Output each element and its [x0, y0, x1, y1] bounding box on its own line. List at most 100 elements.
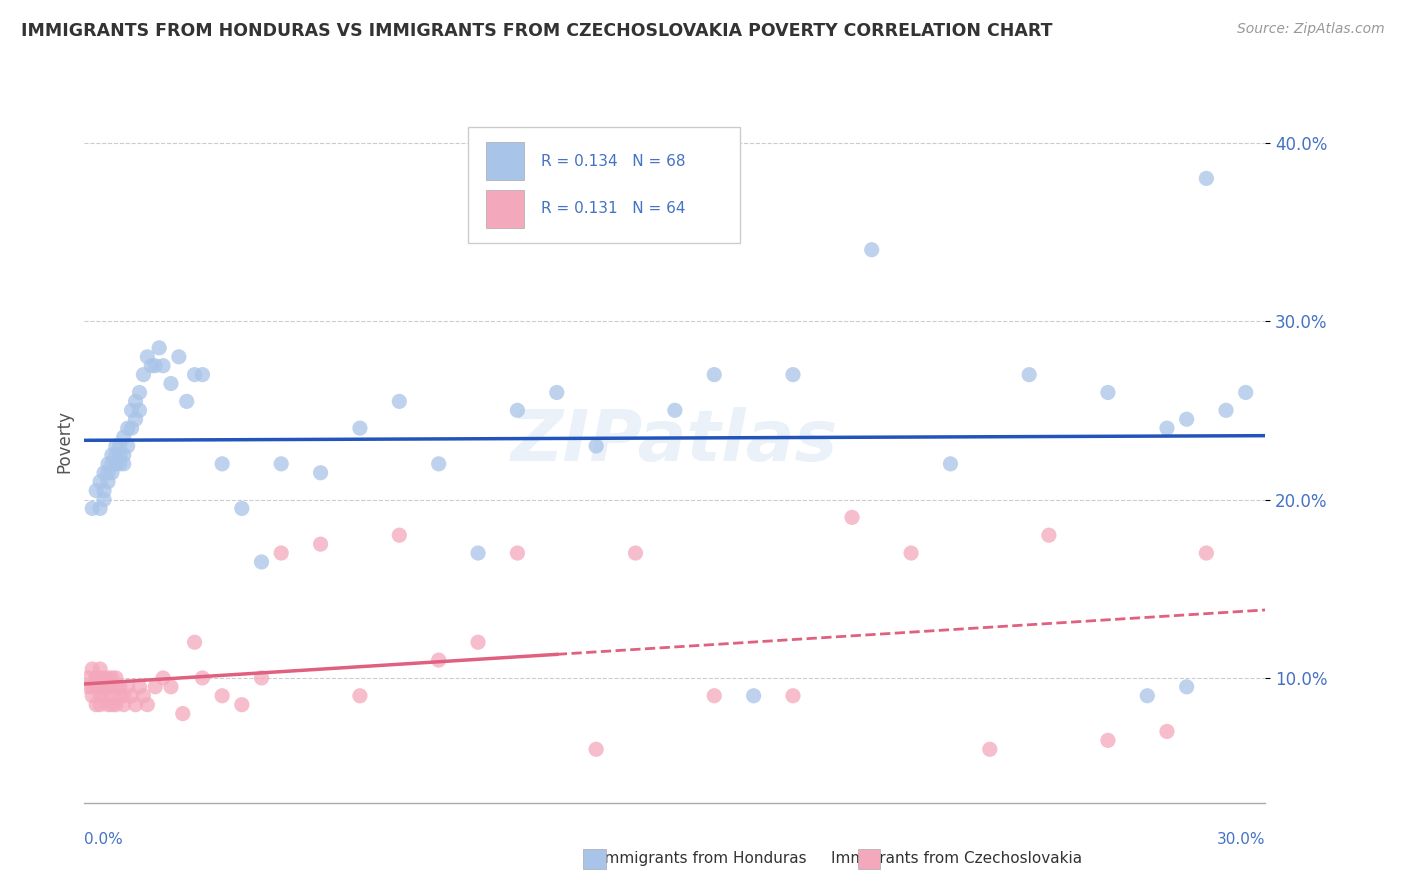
Point	[101, 689, 124, 703]
Point	[89, 475, 111, 489]
Point	[77, 680, 100, 694]
Point	[124, 698, 146, 712]
Point	[104, 698, 127, 712]
Point	[117, 680, 139, 694]
Point	[160, 376, 183, 391]
Point	[128, 385, 150, 400]
Point	[128, 680, 150, 694]
Text: R = 0.134   N = 68: R = 0.134 N = 68	[541, 153, 686, 169]
Point	[108, 689, 131, 703]
Point	[546, 385, 568, 400]
Point	[231, 698, 253, 712]
Point	[89, 671, 111, 685]
Text: Immigrants from Honduras: Immigrants from Honduras	[600, 851, 806, 865]
Point	[104, 680, 127, 694]
Point	[84, 698, 107, 712]
Point	[101, 448, 124, 462]
Point	[1097, 733, 1119, 747]
Point	[112, 698, 135, 712]
Point	[128, 403, 150, 417]
Point	[117, 439, 139, 453]
Point	[270, 546, 292, 560]
Point	[84, 483, 107, 498]
Text: Source: ZipAtlas.com: Source: ZipAtlas.com	[1237, 22, 1385, 37]
Point	[250, 555, 273, 569]
Text: 30.0%: 30.0%	[1218, 831, 1265, 847]
Point	[1018, 368, 1040, 382]
Point	[1097, 385, 1119, 400]
Point	[585, 439, 607, 453]
Point	[84, 680, 107, 694]
Point	[585, 742, 607, 756]
Y-axis label: Poverty: Poverty	[55, 410, 73, 473]
Point	[1234, 385, 1257, 400]
Point	[624, 546, 647, 560]
Point	[89, 501, 111, 516]
Point	[82, 680, 104, 694]
Point	[93, 492, 115, 507]
Point	[349, 421, 371, 435]
Point	[160, 680, 183, 694]
Point	[93, 466, 115, 480]
Point	[1156, 421, 1178, 435]
Point	[427, 457, 450, 471]
Point	[121, 421, 143, 435]
Point	[108, 448, 131, 462]
Point	[167, 350, 190, 364]
Point	[112, 430, 135, 444]
Point	[108, 457, 131, 471]
Point	[108, 680, 131, 694]
Point	[1215, 403, 1237, 417]
Point	[104, 457, 127, 471]
Point	[82, 689, 104, 703]
Point	[152, 671, 174, 685]
Point	[97, 457, 120, 471]
Point	[112, 448, 135, 462]
Point	[77, 671, 100, 685]
Point	[427, 653, 450, 667]
Point	[860, 243, 883, 257]
Point	[1038, 528, 1060, 542]
Point	[89, 662, 111, 676]
Point	[742, 689, 765, 703]
Point	[349, 689, 371, 703]
Point	[104, 671, 127, 685]
Point	[388, 394, 411, 409]
Text: 0.0%: 0.0%	[84, 831, 124, 847]
Point	[89, 680, 111, 694]
FancyBboxPatch shape	[486, 190, 523, 227]
Point	[132, 689, 155, 703]
Point	[172, 706, 194, 721]
Point	[97, 671, 120, 685]
Point	[664, 403, 686, 417]
Point	[112, 457, 135, 471]
Point	[1156, 724, 1178, 739]
Point	[104, 448, 127, 462]
Point	[841, 510, 863, 524]
Point	[782, 368, 804, 382]
Point	[782, 689, 804, 703]
Point	[148, 341, 170, 355]
Point	[97, 698, 120, 712]
Point	[191, 368, 214, 382]
Point	[506, 403, 529, 417]
Point	[112, 689, 135, 703]
Point	[191, 671, 214, 685]
Point	[211, 457, 233, 471]
Point	[467, 546, 489, 560]
Point	[97, 475, 120, 489]
Point	[117, 421, 139, 435]
Point	[250, 671, 273, 685]
Point	[183, 635, 205, 649]
Point	[93, 680, 115, 694]
Point	[141, 359, 163, 373]
Point	[1136, 689, 1159, 703]
Point	[231, 501, 253, 516]
Point	[1195, 171, 1218, 186]
Point	[101, 680, 124, 694]
Point	[176, 394, 198, 409]
Point	[309, 537, 332, 551]
Point	[467, 635, 489, 649]
Point	[101, 671, 124, 685]
Point	[82, 501, 104, 516]
